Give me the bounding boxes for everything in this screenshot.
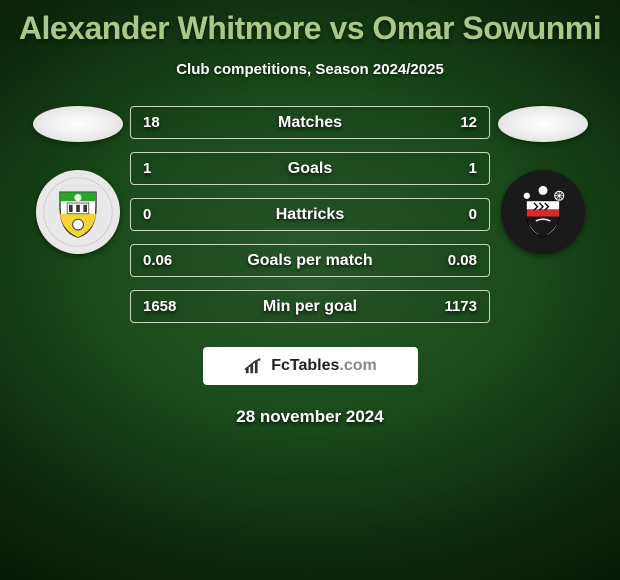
- comparison-infographic: Alexander Whitmore vs Omar Sowunmi Club …: [0, 0, 620, 580]
- shield-icon: [42, 176, 114, 248]
- stat-right-value: 1173: [437, 298, 477, 315]
- stat-left-value: 0.06: [143, 252, 183, 269]
- branding-box: FcTables.com: [203, 347, 418, 385]
- stat-label: Matches: [183, 114, 437, 132]
- stat-right-value: 12: [437, 114, 477, 131]
- logo-main: FcTables: [271, 357, 339, 374]
- stat-label: Min per goal: [183, 298, 437, 316]
- stat-row-hattricks: 0 Hattricks 0: [130, 198, 490, 231]
- player-left-avatar: [33, 106, 123, 142]
- stat-right-value: 0: [437, 206, 477, 223]
- stat-left-value: 1: [143, 160, 183, 177]
- stat-left-value: 1658: [143, 298, 183, 315]
- comparison-row: 18 Matches 12 1 Goals 1 0 Hattricks 0 0.…: [0, 106, 620, 323]
- player-left-column: [25, 106, 130, 254]
- player-right-column: [490, 106, 595, 254]
- date-text: 28 november 2024: [0, 407, 620, 427]
- stat-row-matches: 18 Matches 12: [130, 106, 490, 139]
- subtitle: Club competitions, Season 2024/2025: [0, 61, 620, 78]
- stat-row-goals: 1 Goals 1: [130, 152, 490, 185]
- logo-text: FcTables.com: [271, 357, 377, 375]
- stat-left-value: 0: [143, 206, 183, 223]
- shield-icon: [507, 176, 579, 248]
- page-title: Alexander Whitmore vs Omar Sowunmi: [0, 0, 620, 47]
- stats-column: 18 Matches 12 1 Goals 1 0 Hattricks 0 0.…: [130, 106, 490, 323]
- stat-right-value: 1: [437, 160, 477, 177]
- stat-row-goals-per-match: 0.06 Goals per match 0.08: [130, 244, 490, 277]
- stat-right-value: 0.08: [437, 252, 477, 269]
- stat-row-min-per-goal: 1658 Min per goal 1173: [130, 290, 490, 323]
- club-badge-left: [36, 170, 120, 254]
- stat-label: Goals: [183, 160, 437, 178]
- stat-left-value: 18: [143, 114, 183, 131]
- club-badge-right: [501, 170, 585, 254]
- logo-suffix: .com: [339, 357, 376, 374]
- stat-label: Hattricks: [183, 206, 437, 224]
- stat-label: Goals per match: [183, 252, 437, 270]
- player-right-avatar: [498, 106, 588, 142]
- chart-icon: [243, 357, 265, 375]
